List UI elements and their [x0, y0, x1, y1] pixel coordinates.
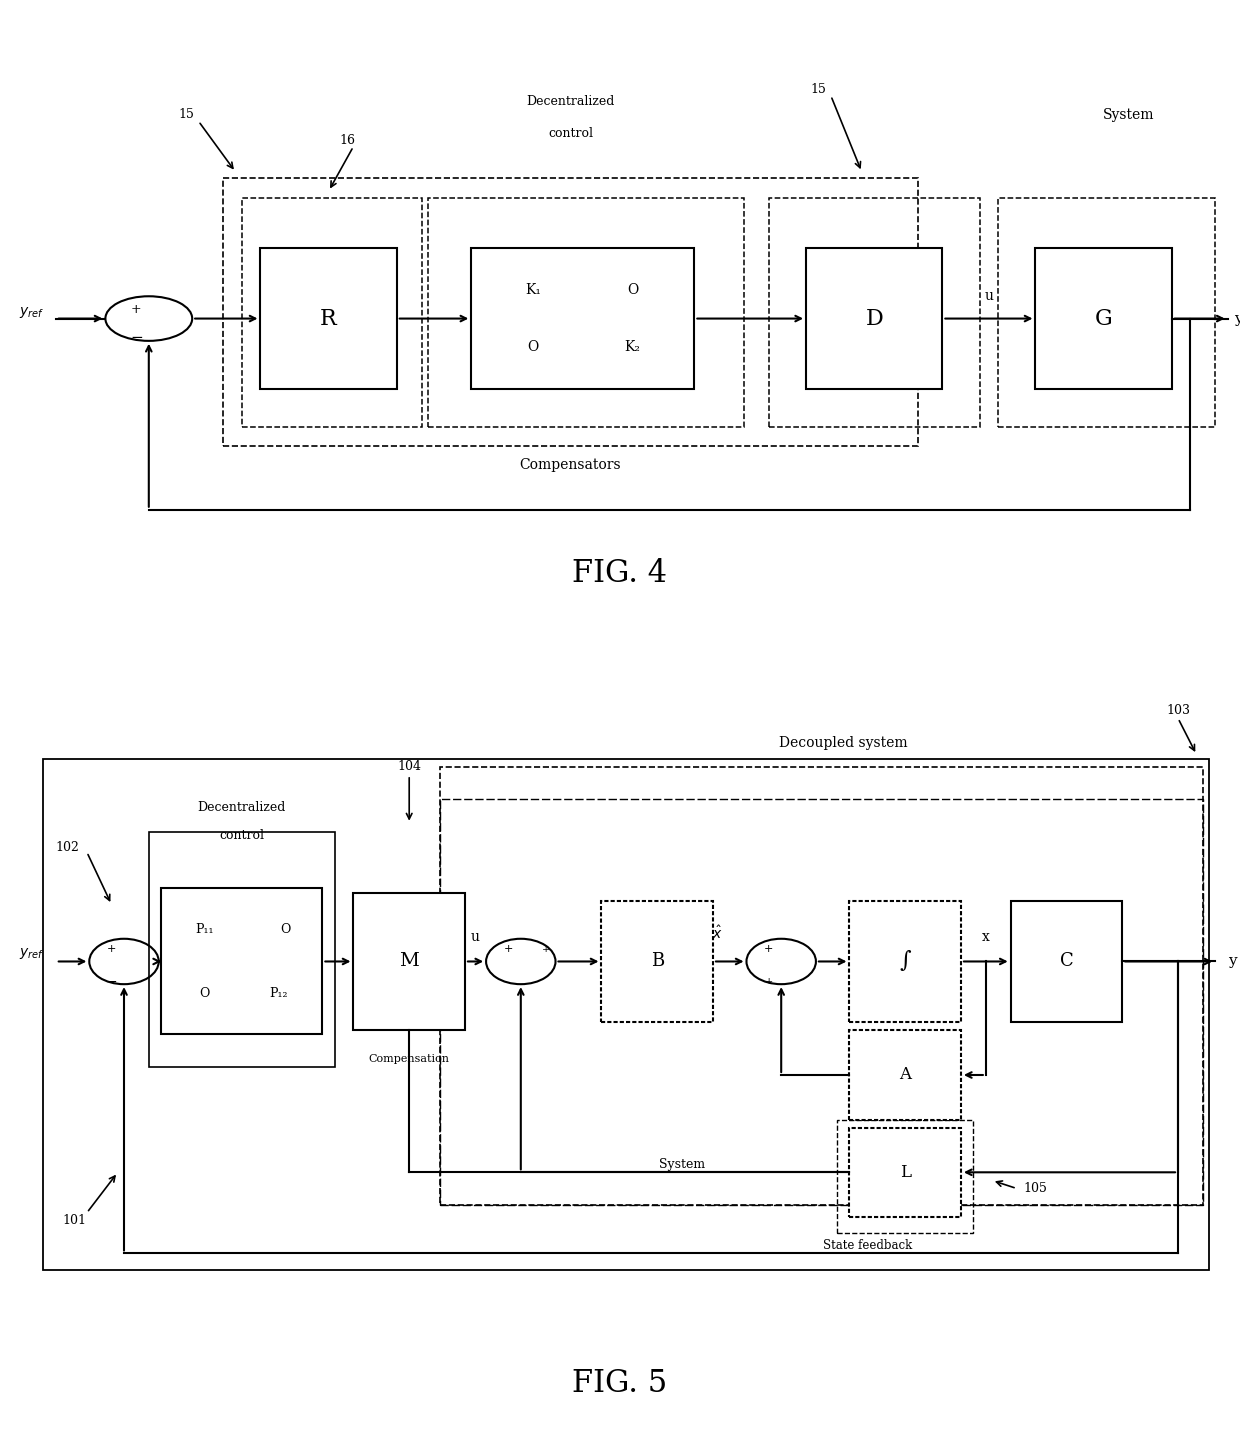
Text: R: R: [320, 307, 337, 330]
Bar: [161, 889, 322, 1034]
Text: O: O: [527, 340, 539, 355]
Text: 15: 15: [811, 83, 826, 96]
Text: u: u: [471, 930, 480, 944]
Bar: [849, 901, 961, 1022]
Bar: [1011, 901, 1122, 1022]
Text: M: M: [399, 953, 419, 970]
Text: Decentralized: Decentralized: [526, 96, 615, 109]
Bar: [353, 892, 465, 1031]
Bar: [428, 197, 744, 427]
Text: $y_{ref}$: $y_{ref}$: [19, 304, 43, 320]
Text: FIG. 4: FIG. 4: [573, 557, 667, 589]
Text: C: C: [1059, 953, 1074, 970]
Text: control: control: [548, 127, 593, 140]
Text: +: +: [107, 944, 117, 954]
Text: +: +: [131, 303, 141, 316]
Text: P₁₂: P₁₂: [270, 988, 288, 1001]
Text: y: y: [1228, 954, 1236, 969]
Text: 104: 104: [397, 760, 422, 773]
Text: 16: 16: [340, 133, 355, 146]
Text: Compensators: Compensators: [520, 458, 621, 472]
Bar: [440, 767, 1203, 1205]
Bar: [998, 197, 1215, 427]
Text: A: A: [899, 1067, 911, 1083]
Bar: [806, 249, 942, 388]
Text: +: +: [764, 944, 774, 954]
Bar: [223, 178, 918, 446]
Bar: [242, 197, 422, 427]
Text: P₁₁: P₁₁: [196, 922, 213, 935]
Text: K₁: K₁: [526, 282, 541, 297]
Bar: [43, 759, 1209, 1270]
Text: control: control: [219, 830, 264, 843]
Text: System: System: [658, 1158, 706, 1170]
Text: State feedback: State feedback: [823, 1239, 913, 1251]
Text: G: G: [1095, 307, 1112, 330]
Text: 15: 15: [179, 109, 193, 122]
Text: K₂: K₂: [625, 340, 640, 355]
Bar: [849, 1128, 961, 1216]
Text: +: +: [503, 944, 513, 954]
Text: 105: 105: [1023, 1182, 1047, 1195]
Text: Compensation: Compensation: [368, 1054, 450, 1064]
Text: O: O: [626, 282, 639, 297]
Text: 102: 102: [56, 841, 79, 854]
Bar: [471, 249, 694, 388]
Text: Decentralized: Decentralized: [197, 801, 286, 814]
Text: $\hat{x}$: $\hat{x}$: [712, 924, 723, 941]
Bar: [1035, 249, 1172, 388]
Text: FIG. 5: FIG. 5: [573, 1367, 667, 1399]
Text: O: O: [280, 922, 290, 935]
Text: $y_{ref}$: $y_{ref}$: [19, 946, 43, 961]
Text: Decoupled system: Decoupled system: [779, 736, 908, 750]
Text: L: L: [900, 1164, 910, 1180]
Text: y: y: [1234, 311, 1240, 326]
Text: 101: 101: [62, 1215, 86, 1228]
Text: u: u: [985, 290, 993, 303]
Text: +: +: [765, 977, 773, 986]
Text: B: B: [651, 953, 663, 970]
Text: 103: 103: [1166, 704, 1190, 717]
Bar: [849, 1031, 961, 1119]
Bar: [601, 901, 713, 1022]
Text: ∫: ∫: [899, 950, 911, 973]
Text: O: O: [200, 988, 210, 1001]
Bar: [769, 197, 980, 427]
Text: −: −: [105, 975, 118, 989]
Text: −: −: [130, 330, 143, 345]
Bar: [260, 249, 397, 388]
Text: System: System: [1102, 107, 1154, 122]
Bar: [440, 799, 1203, 1205]
Bar: [837, 1119, 973, 1234]
Text: +: +: [542, 944, 549, 954]
Bar: [149, 831, 335, 1067]
Text: D: D: [866, 307, 883, 330]
Text: x: x: [982, 930, 990, 944]
